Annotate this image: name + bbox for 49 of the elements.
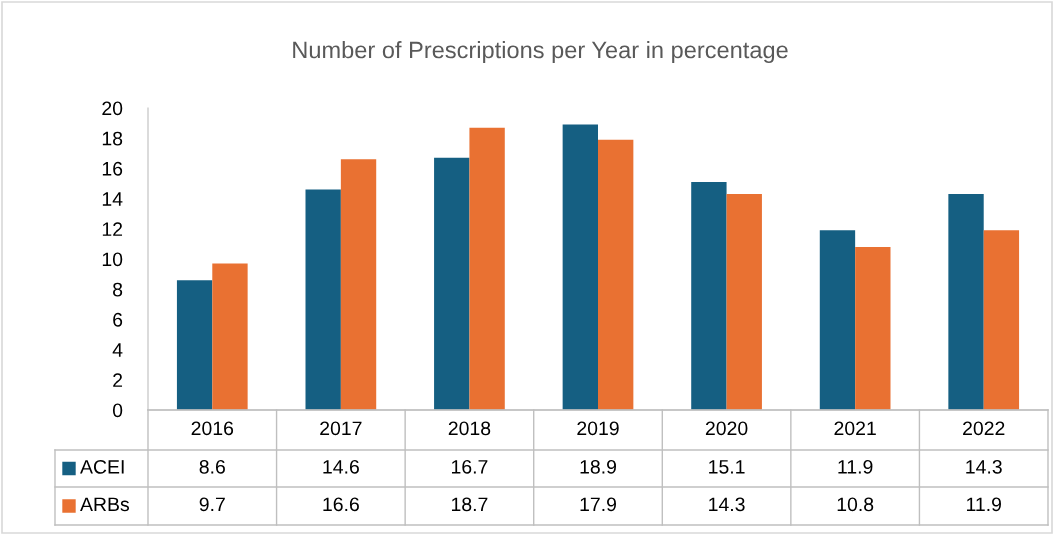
bar [983,230,1020,410]
data-label: 11.9 [838,459,873,474]
chart-title: Number of Prescriptions per Year in percentage [293,41,788,63]
data-label: 18.9 [580,459,616,474]
data-label: 16.7 [451,459,488,474]
data-label: 15.1 [709,460,745,474]
data-label: 11.9 [966,497,1001,512]
bar [562,124,598,410]
y-tick-label: 16 [102,161,123,176]
data-label: 14.6 [323,459,359,474]
y-tick-label: 4 [112,343,123,357]
x-tick-label: 2017 [320,421,362,436]
legend-label: ACEI [80,459,124,474]
x-tick-label: 2016 [191,421,234,436]
bar [948,194,984,410]
y-tick-label: 18 [102,131,123,146]
y-tick-label: 10 [102,252,123,267]
bar [305,189,341,410]
y-tick-label: 6 [113,312,123,327]
data-label: 16.6 [323,497,359,512]
y-tick-label: 12 [102,222,123,236]
y-tick-label: 14 [102,192,123,206]
x-tick-label: 2020 [705,421,748,436]
bar [598,139,634,410]
x-tick-label: 2021 [834,421,876,436]
x-tick-label: 2018 [448,421,491,436]
bar [469,127,505,410]
legend-label: ARBs [80,497,129,512]
bar [212,263,248,410]
data-label: 9.7 [199,497,225,512]
data-label: 10.8 [837,497,874,512]
data-label: 14.3 [709,497,745,512]
data-label: 14.3 [966,459,1002,474]
bar [691,181,727,410]
y-tick-label: 2 [113,373,123,387]
data-label: 17.9 [580,497,616,512]
x-tick-label: 2019 [577,421,619,436]
bar [434,157,470,410]
bar [176,280,213,410]
bar [819,230,856,410]
data-label: 18.7 [451,497,488,512]
x-tick-label: 2022 [963,421,1005,436]
y-tick-label: 0 [112,403,123,418]
y-tick-label: 8 [113,282,123,297]
bar [726,194,762,410]
y-tick-label: 20 [102,101,123,116]
bar [340,159,377,410]
bar [855,246,891,410]
data-label: 8.6 [199,459,225,474]
